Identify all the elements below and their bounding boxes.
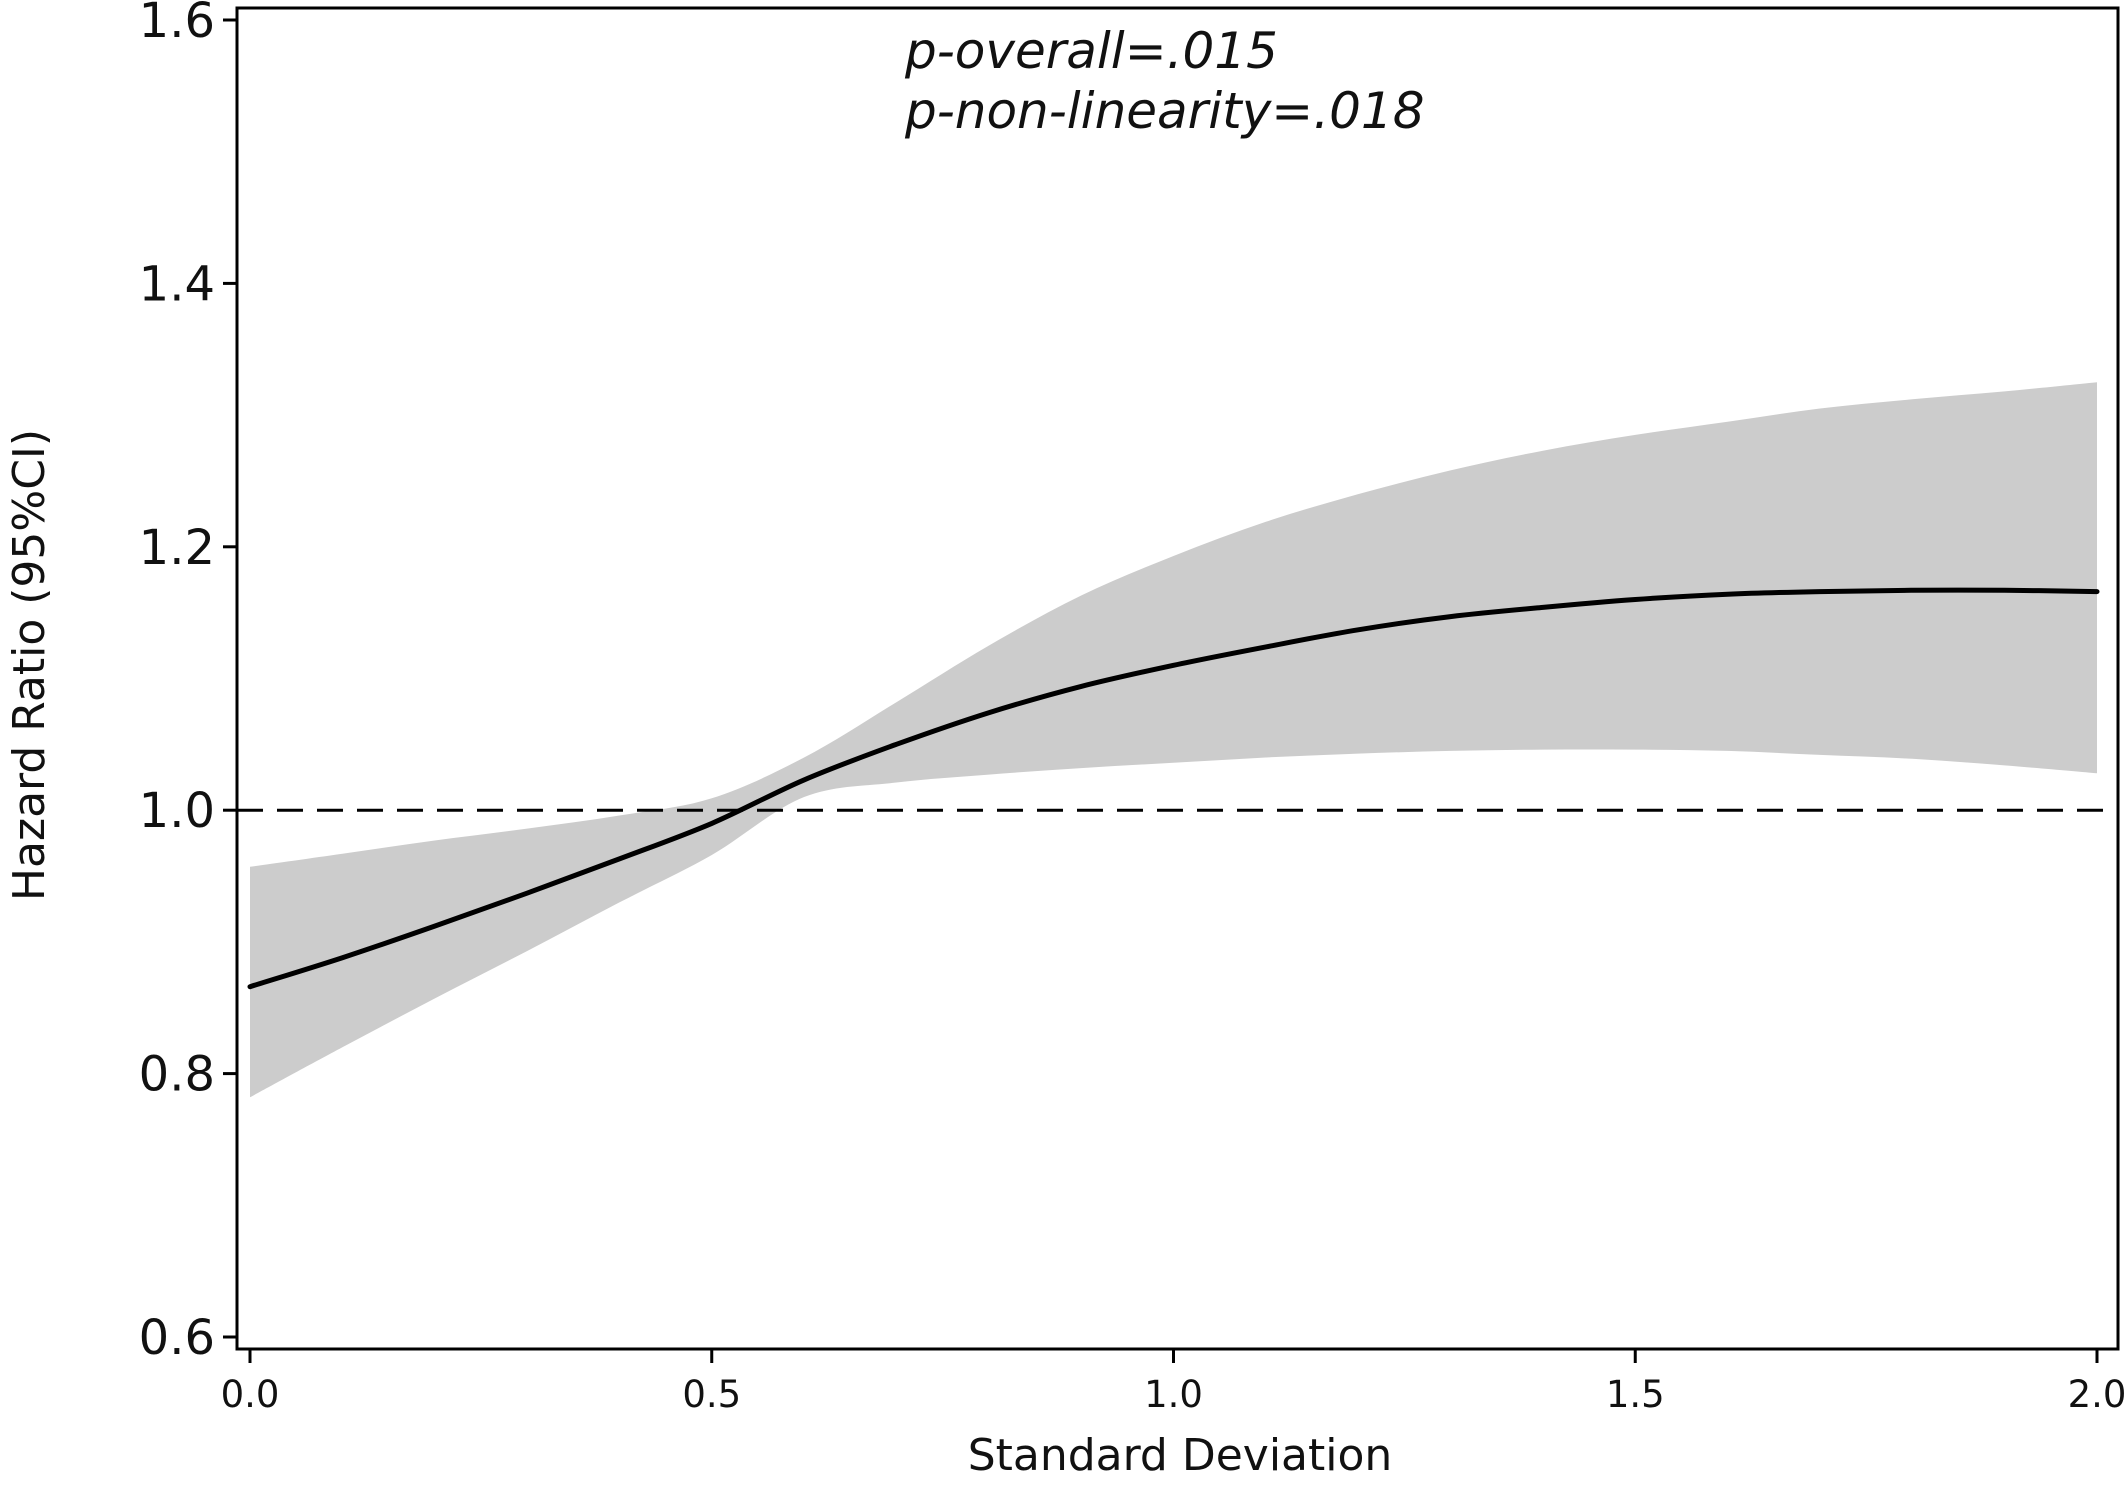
annotation-p-non-linearity: p-non-linearity=.018	[904, 82, 1425, 140]
y-tick-label: 1.6	[139, 0, 215, 49]
line-layer	[247, 587, 2100, 990]
y-axis-title: Hazard Ratio (95%CI)	[4, 429, 55, 901]
x-axis-title: Standard Deviation	[968, 1430, 1393, 1481]
axis-layer: 0.6 0.8 1.0 1.2 1.4 1.6 0.0 0.5 1.0 1.5 2.0	[139, 0, 2127, 1416]
y-tick-label: 1.4	[139, 256, 215, 312]
plot-frame	[235, 6, 2120, 1351]
y-tick-label: 0.6	[139, 1310, 215, 1366]
x-tick-label: 2.0	[2068, 1373, 2127, 1416]
confidence-band-0	[250, 382, 2097, 1098]
x-tick-label: 0.0	[221, 1373, 280, 1416]
x-tick-label: 1.0	[1144, 1373, 1203, 1416]
hazard-ratio-line-0	[247, 587, 2100, 990]
x-tick-label: 0.5	[682, 1373, 741, 1416]
band-layer	[250, 382, 2097, 1098]
annotation-p-overall: p-overall=.015	[904, 22, 1278, 80]
y-tick-label: 0.8	[139, 1047, 215, 1103]
y-tick-label: 1.0	[139, 783, 215, 839]
x-tick-label: 1.5	[1606, 1373, 1665, 1416]
y-tick-label: 1.2	[139, 520, 215, 576]
